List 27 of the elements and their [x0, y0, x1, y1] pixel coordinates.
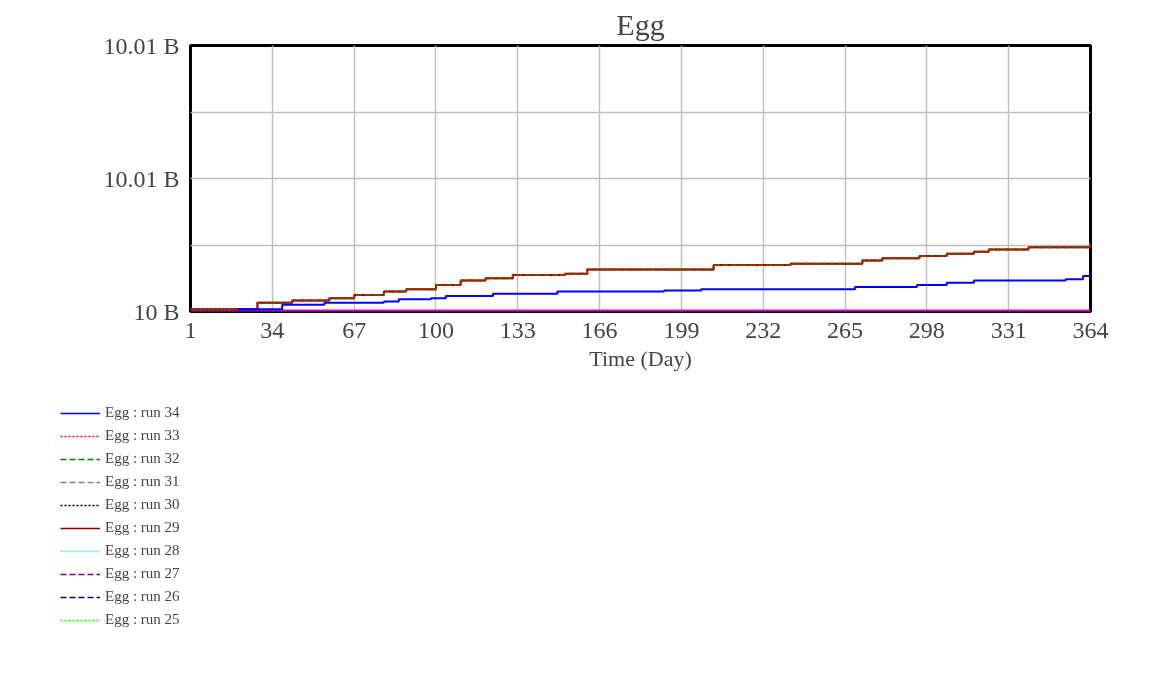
legend-label: Egg : run 26: [105, 588, 180, 605]
x-tick-label: 100: [417, 316, 454, 343]
legend-label: Egg : run 28: [105, 542, 180, 559]
x-tick-label: 199: [663, 316, 700, 343]
x-tick-label: 364: [1072, 316, 1109, 343]
y-tick-label: 10.01 B: [103, 32, 180, 59]
legend-label: Egg : run 29: [105, 519, 180, 536]
legend-label: Egg : run 27: [105, 565, 180, 582]
x-tick-label: 265: [827, 316, 864, 343]
y-tick-label: 10.01 B: [103, 165, 180, 192]
legend-label: Egg : run 30: [105, 496, 180, 513]
legend-label: Egg : run 25: [105, 611, 180, 628]
x-axis-title: Time (Day): [589, 345, 692, 371]
x-tick-label: 67: [342, 316, 367, 343]
legend-label: Egg : run 34: [105, 404, 180, 421]
legend-label: Egg : run 32: [105, 450, 180, 467]
legend-label: Egg : run 31: [105, 473, 180, 490]
x-tick-label: 331: [990, 316, 1027, 343]
x-tick-label: 1: [184, 316, 197, 343]
y-tick-label: 10 B: [133, 298, 180, 325]
legend-label: Egg : run 33: [105, 427, 180, 444]
x-tick-label: 34: [260, 316, 285, 343]
x-tick-label: 232: [745, 316, 782, 343]
chart-title: Egg: [616, 7, 665, 41]
x-tick-label: 133: [499, 316, 536, 343]
x-tick-label: 166: [581, 316, 618, 343]
x-tick-label: 298: [908, 316, 945, 343]
